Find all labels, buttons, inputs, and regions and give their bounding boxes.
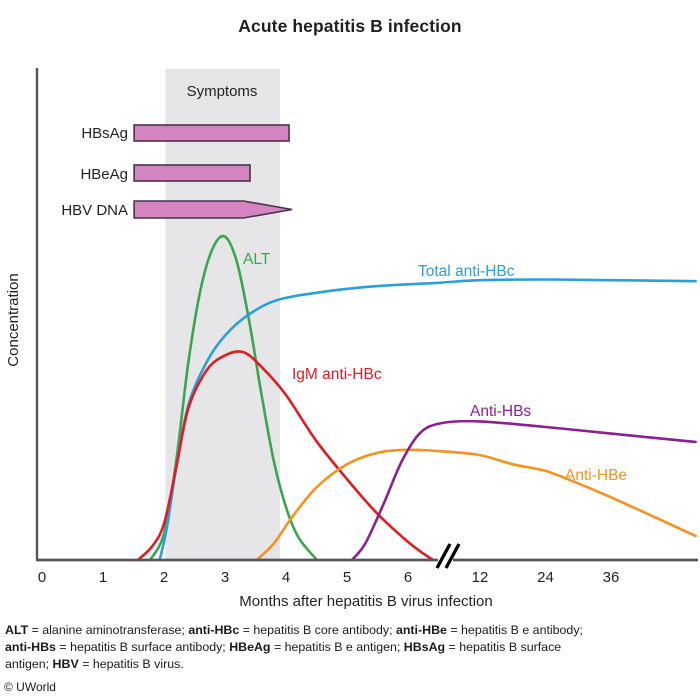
series-label-alt: ALT: [243, 251, 271, 268]
footer-segment: = hepatitis B e antigen;: [270, 640, 404, 654]
x-tick-label-6: 6: [404, 569, 412, 586]
footer-segment: = hepatitis B core antibody;: [239, 623, 396, 637]
x-axis-ticks-group: 0 1 2 3 4 5 6 12 24 36: [38, 569, 620, 586]
x-tick-label-12: 12: [472, 569, 489, 586]
footer-segment: = hepatitis B surface: [445, 640, 562, 654]
footer-segment: ALT: [5, 623, 29, 637]
footer-segment: = alanine aminotransferase;: [28, 623, 189, 637]
series-label-igm-anti-hbc: IgM anti-HBc: [292, 366, 382, 383]
series-path-igm-anti-hbc: [136, 350, 434, 562]
antigen-bars-group: [133, 124, 293, 219]
x-tick-label-3: 3: [221, 569, 229, 586]
footer-segment: antigen;: [5, 657, 53, 671]
bar-label-hbv-dna: HBV DNA: [61, 202, 128, 219]
x-axis-title: Months after hepatitis B virus infection: [239, 593, 492, 610]
x-axis-break-group: [435, 543, 461, 569]
series-curves-group: ALT Total anti-HBc IgM anti-HBc Anti-HBe Ant…: [136, 234, 697, 562]
chart-title: Acute hepatitis B infection: [238, 16, 462, 36]
footer-segment: anti-HBe: [395, 623, 447, 637]
footer-segment: anti-HBs: [5, 640, 56, 654]
series-path-anti-hbs: [350, 419, 697, 562]
bar-hbeag: [133, 164, 251, 182]
footer-segment: = hepatitis B virus.: [78, 657, 184, 671]
footer-segment: HBsAg: [403, 640, 446, 654]
series-path-anti-hbe: [255, 448, 697, 562]
hepatitis-b-serology-chart: Symptoms HBsAg HBeAg HBV DNA ALT Total an…: [5, 68, 698, 610]
copyright-notice: © UWorld: [4, 680, 56, 694]
footer-segment: anti-HBc: [188, 623, 240, 637]
axis-break-gap: [438, 555, 453, 565]
x-tick-label-2: 2: [160, 569, 168, 586]
series-path-alt: [148, 234, 318, 562]
bar-hbv-dna: [133, 200, 293, 219]
x-tick-label-24: 24: [537, 569, 554, 586]
footer-segment: = hepatitis B e antibody;: [446, 623, 583, 637]
series-label-total-anti-hbc: Total anti-HBc: [418, 263, 515, 280]
footer-segment: HBeAg: [229, 640, 271, 654]
symptoms-band: [165, 69, 280, 560]
symptoms-band-label: Symptoms: [187, 83, 258, 100]
bar-label-hbeag: HBeAg: [80, 166, 128, 183]
series-label-anti-hbs: Anti-HBs: [470, 403, 531, 420]
x-tick-label-4: 4: [282, 569, 290, 586]
bar-label-hbsag: HBsAg: [81, 125, 128, 142]
axis-break-slash-2: [444, 543, 461, 569]
footer-segment: HBV: [52, 657, 79, 671]
x-tick-label-1: 1: [99, 569, 107, 586]
bar-hbsag: [133, 124, 290, 142]
y-axis-title: Concentration: [5, 273, 22, 366]
footer-segment: = hepatitis B surface antibody;: [55, 640, 230, 654]
footer-line-3: antigen; HBV = hepatitis B virus.: [5, 656, 695, 673]
abbreviation-legend: ALT = alanine aminotransferase; anti-HBc…: [5, 622, 695, 673]
footer-line-2: anti-HBs = hepatitis B surface antibody;…: [5, 639, 695, 656]
series-label-anti-hbe: Anti-HBe: [565, 467, 627, 484]
x-tick-label-36: 36: [603, 569, 620, 586]
x-tick-label-0: 0: [38, 569, 46, 586]
axis-break-slash-1: [435, 543, 452, 569]
footer-line-1: ALT = alanine aminotransferase; anti-HBc…: [5, 622, 695, 639]
x-tick-label-5: 5: [343, 569, 351, 586]
